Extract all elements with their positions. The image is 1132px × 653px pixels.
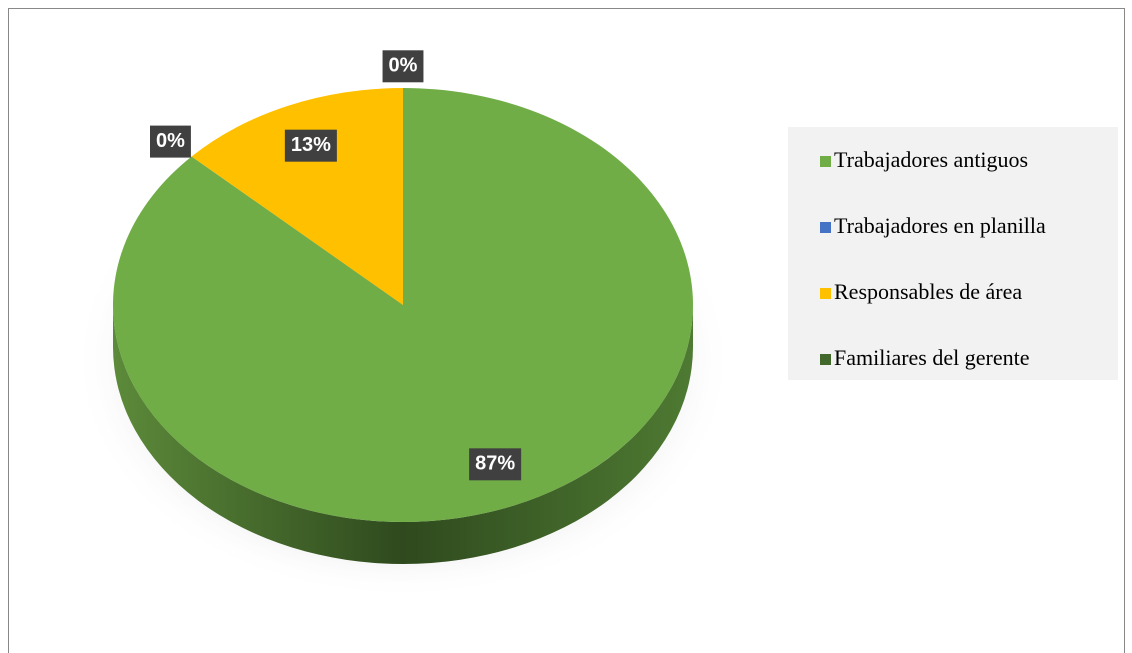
legend-swatch (820, 156, 831, 167)
data-label-box (284, 129, 337, 162)
data-label: 0% (389, 55, 418, 77)
legend-label: Trabajadores en planilla (834, 213, 1046, 238)
data-label-box (382, 50, 424, 83)
data-label-box (150, 125, 191, 158)
legend-box (788, 127, 1118, 380)
data-label-box (469, 448, 522, 481)
legend-swatch (820, 288, 831, 299)
data-label: 87% (475, 453, 515, 475)
slice (191, 88, 403, 305)
legend-label: Responsables de área (834, 279, 1022, 304)
legend-label: Familiares del gerente (834, 345, 1029, 370)
legend-swatch (820, 222, 831, 233)
legend-label: Trabajadores antiguos (834, 147, 1028, 172)
slice-side (113, 305, 693, 564)
data-label: 0% (156, 130, 185, 152)
slice (112, 88, 694, 522)
legend-swatch (820, 354, 831, 365)
data-label: 13% (291, 134, 331, 156)
